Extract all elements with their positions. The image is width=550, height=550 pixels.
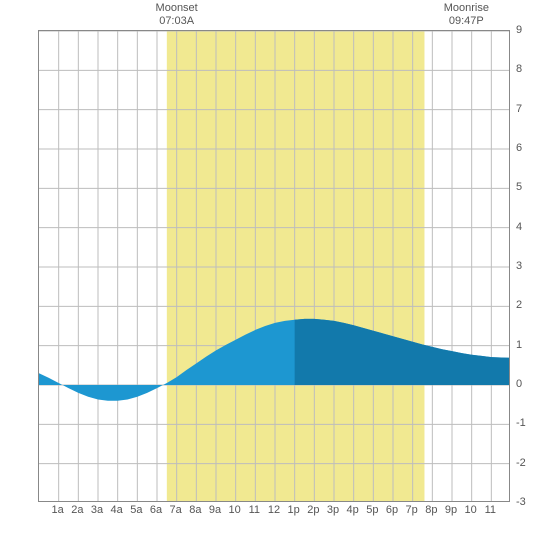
x-tick-label: 10 [465, 504, 477, 516]
y-axis: -3-2-10123456789 [510, 30, 540, 502]
y-tick-label: -3 [516, 496, 526, 508]
y-tick-label: 9 [516, 24, 522, 36]
x-tick-label: 9p [445, 504, 457, 516]
plot-area [38, 30, 510, 502]
x-tick-label: 8p [425, 504, 437, 516]
y-tick-label: 2 [516, 299, 522, 311]
x-tick-label: 1p [288, 504, 300, 516]
x-tick-label: 4a [111, 504, 123, 516]
x-tick-label: 6a [150, 504, 162, 516]
x-tick-label: 10 [229, 504, 241, 516]
x-tick-label: 3a [91, 504, 103, 516]
top-labels: Moonset07:03A Moonrise09:47P [0, 0, 550, 30]
x-tick-label: 6p [386, 504, 398, 516]
x-tick-label: 12 [268, 504, 280, 516]
moonset-label: Moonset07:03A [156, 2, 198, 28]
y-tick-label: -1 [516, 417, 526, 429]
moonset-time: 07:03A [156, 15, 198, 28]
y-tick-label: 8 [516, 63, 522, 75]
y-tick-label: 7 [516, 103, 522, 115]
x-tick-label: 7p [406, 504, 418, 516]
y-tick-label: 5 [516, 181, 522, 193]
x-tick-label: 2p [307, 504, 319, 516]
x-tick-label: 11 [249, 504, 260, 516]
moonset-title: Moonset [156, 2, 198, 15]
x-tick-label: 9a [209, 504, 221, 516]
moonrise-time: 09:47P [444, 15, 489, 28]
x-tick-label: 1a [52, 504, 64, 516]
x-tick-label: 4p [347, 504, 359, 516]
x-tick-label: 2a [71, 504, 83, 516]
x-tick-label: 5a [130, 504, 142, 516]
y-tick-label: 1 [516, 339, 522, 351]
moonrise-label: Moonrise09:47P [444, 2, 489, 28]
x-tick-label: 5p [366, 504, 378, 516]
x-tick-label: 7a [170, 504, 182, 516]
x-tick-label: 8a [189, 504, 201, 516]
tide-chart: Moonset07:03AMoonrise09:47P -3-2-1012345… [0, 0, 550, 550]
x-axis: 1a 2a 3a 4a 5a 6a 7a 8a 9a 10 11 12 1p 2p 3p 4p 5p 6p 7p 8p… [38, 502, 510, 522]
y-tick-label: -2 [516, 457, 526, 469]
moonrise-title: Moonrise [444, 2, 489, 15]
y-tick-label: 6 [516, 142, 522, 154]
y-tick-label: 3 [516, 260, 522, 272]
y-tick-label: 4 [516, 221, 522, 233]
y-tick-label: 0 [516, 378, 522, 390]
x-tick-label: 11 [485, 504, 496, 516]
x-tick-label: 3p [327, 504, 339, 516]
